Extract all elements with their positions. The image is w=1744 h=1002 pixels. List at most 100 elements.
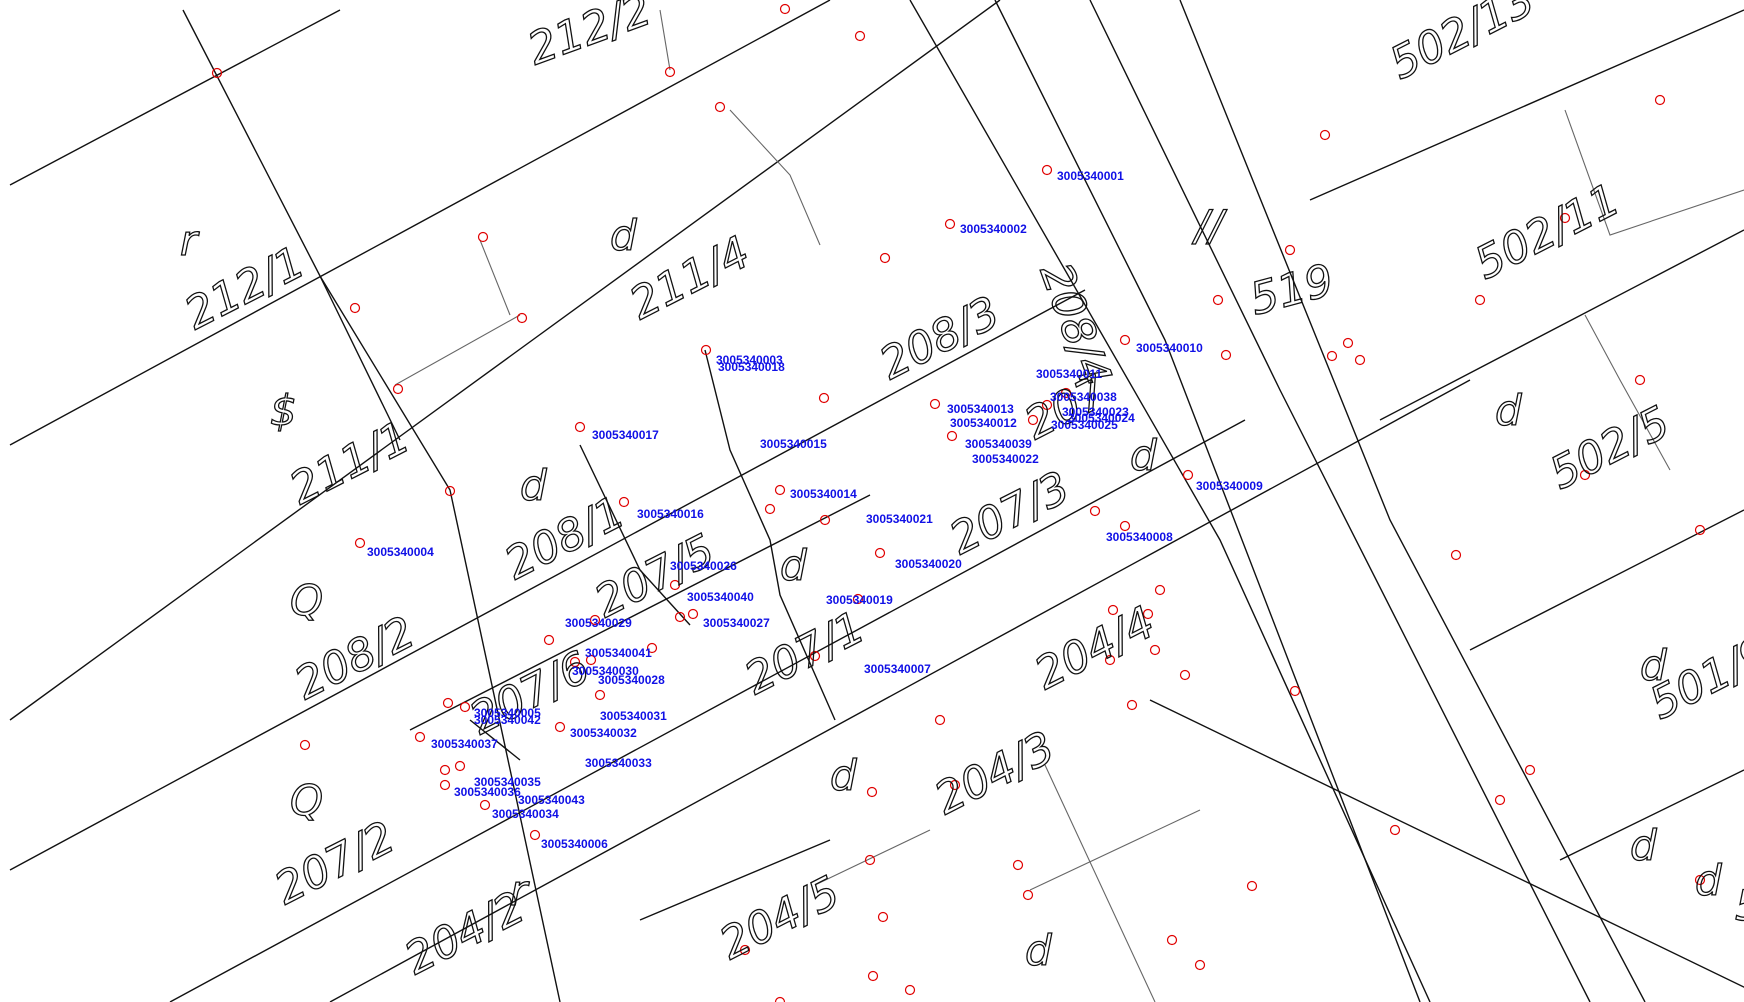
- survey-vertex[interactable]: [1474, 294, 1486, 306]
- survey-vertex[interactable]: [774, 996, 786, 1002]
- survey-vertex[interactable]: [764, 503, 776, 515]
- survey-vertex[interactable]: [1179, 669, 1191, 681]
- survey-vertex[interactable]: [1089, 505, 1101, 517]
- survey-vertex[interactable]: [1119, 334, 1131, 346]
- survey-vertex[interactable]: [459, 701, 471, 713]
- survey-vertex[interactable]: [874, 547, 886, 559]
- survey-vertex[interactable]: [354, 537, 366, 549]
- survey-vertex[interactable]: [589, 614, 601, 626]
- survey-vertex[interactable]: [1342, 337, 1354, 349]
- survey-vertex[interactable]: [674, 611, 686, 623]
- survey-vertex[interactable]: [1326, 350, 1338, 362]
- survey-vertex[interactable]: [949, 779, 961, 791]
- survey-vertex[interactable]: [543, 634, 555, 646]
- survey-vertex[interactable]: [664, 66, 676, 78]
- survey-vertex[interactable]: [1041, 164, 1053, 176]
- survey-vertex[interactable]: [669, 579, 681, 591]
- survey-vertex[interactable]: [392, 383, 404, 395]
- survey-vertex[interactable]: [574, 421, 586, 433]
- survey-vertex[interactable]: [211, 67, 223, 79]
- survey-vertex[interactable]: [618, 496, 630, 508]
- survey-vertex[interactable]: [809, 650, 821, 662]
- survey-vertex[interactable]: [1166, 934, 1178, 946]
- survey-vertex[interactable]: [1027, 414, 1039, 426]
- survey-vertex[interactable]: [442, 697, 454, 709]
- point-id-label: 3005340037: [431, 737, 498, 751]
- survey-vertex[interactable]: [904, 984, 916, 996]
- survey-vertex[interactable]: [818, 392, 830, 404]
- survey-vertex[interactable]: [594, 689, 606, 701]
- survey-vertex[interactable]: [1389, 824, 1401, 836]
- survey-vertex[interactable]: [946, 430, 958, 442]
- survey-vertex[interactable]: [929, 398, 941, 410]
- survey-vertex[interactable]: [1182, 469, 1194, 481]
- survey-vertex[interactable]: [1319, 129, 1331, 141]
- survey-vertex[interactable]: [1149, 644, 1161, 656]
- parcel-number: 207/2: [267, 812, 403, 915]
- survey-vertex[interactable]: [864, 854, 876, 866]
- survey-vertex[interactable]: [1194, 959, 1206, 971]
- survey-vertex[interactable]: [1450, 549, 1462, 561]
- survey-vertex[interactable]: [1107, 604, 1119, 616]
- survey-vertex[interactable]: [444, 485, 456, 497]
- survey-vertex[interactable]: [867, 970, 879, 982]
- survey-vertex[interactable]: [700, 344, 712, 356]
- survey-vertex[interactable]: [714, 101, 726, 113]
- survey-vertex[interactable]: [479, 799, 491, 811]
- survey-vertex[interactable]: [877, 911, 889, 923]
- survey-vertex[interactable]: [1634, 374, 1646, 386]
- survey-vertex[interactable]: [1119, 520, 1131, 532]
- survey-vertex[interactable]: [819, 514, 831, 526]
- survey-vertex[interactable]: [554, 721, 566, 733]
- survey-vertex[interactable]: [585, 654, 597, 666]
- survey-vertex[interactable]: [1289, 685, 1301, 697]
- survey-vertex[interactable]: [516, 312, 528, 324]
- survey-vertex[interactable]: [1494, 794, 1506, 806]
- survey-vertex[interactable]: [1284, 244, 1296, 256]
- parcel-boundary: [9, 9, 341, 186]
- survey-vertex[interactable]: [1524, 764, 1536, 776]
- survey-vertex[interactable]: [1246, 880, 1258, 892]
- survey-vertex[interactable]: [944, 218, 956, 230]
- survey-vertex[interactable]: [1654, 94, 1666, 106]
- survey-vertex[interactable]: [529, 829, 541, 841]
- land-use-symbol: d: [1630, 821, 1657, 870]
- survey-vertex[interactable]: [1060, 387, 1072, 399]
- survey-vertex[interactable]: [739, 944, 751, 956]
- survey-vertex[interactable]: [879, 252, 891, 264]
- survey-vertex[interactable]: [439, 764, 451, 776]
- survey-vertex[interactable]: [854, 30, 866, 42]
- land-use-symbol: d: [1695, 856, 1722, 905]
- survey-vertex[interactable]: [934, 714, 946, 726]
- survey-vertex[interactable]: [1354, 354, 1366, 366]
- survey-vertex[interactable]: [454, 760, 466, 772]
- survey-vertex[interactable]: [1154, 584, 1166, 596]
- parcel-boundary: [9, 0, 1001, 721]
- survey-vertex[interactable]: [866, 786, 878, 798]
- survey-vertex[interactable]: [477, 231, 489, 243]
- survey-vertex[interactable]: [1212, 294, 1224, 306]
- survey-vertex[interactable]: [1559, 212, 1571, 224]
- survey-vertex[interactable]: [687, 608, 699, 620]
- survey-vertex[interactable]: [414, 731, 426, 743]
- survey-vertex[interactable]: [349, 302, 361, 314]
- survey-vertex[interactable]: [569, 656, 581, 668]
- survey-vertex[interactable]: [1126, 699, 1138, 711]
- survey-vertex[interactable]: [774, 484, 786, 496]
- survey-vertex[interactable]: [1220, 349, 1232, 361]
- survey-vertex[interactable]: [439, 779, 451, 791]
- survey-vertex[interactable]: [1104, 654, 1116, 666]
- survey-vertex[interactable]: [1694, 524, 1706, 536]
- survey-vertex[interactable]: [1012, 859, 1024, 871]
- survey-vertex[interactable]: [1022, 889, 1034, 901]
- parcel-boundary: [704, 349, 836, 721]
- survey-vertex[interactable]: [646, 642, 658, 654]
- survey-vertex[interactable]: [299, 739, 311, 751]
- survey-vertex[interactable]: [779, 3, 791, 15]
- survey-vertex[interactable]: [1579, 469, 1591, 481]
- survey-vertex[interactable]: [1041, 399, 1053, 411]
- survey-vertex[interactable]: [1694, 874, 1706, 886]
- survey-vertex[interactable]: [852, 593, 864, 605]
- survey-vertex[interactable]: [1142, 608, 1154, 620]
